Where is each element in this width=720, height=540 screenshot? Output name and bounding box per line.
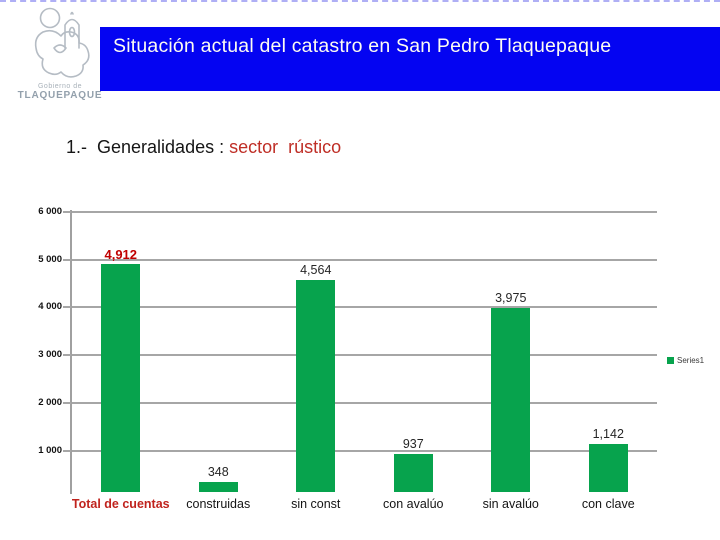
- tlaquepaque-emblem-icon: [34, 7, 90, 78]
- gridline: [72, 449, 657, 452]
- header-banner: Situación actual del catastro en San Ped…: [100, 27, 720, 91]
- category-label: sin const: [291, 497, 341, 511]
- y-axis-tick: [63, 401, 71, 404]
- category-label: con avalúo: [383, 497, 444, 511]
- bar: [491, 308, 531, 492]
- y-axis-tick: [63, 306, 71, 309]
- bar-value-label: 3,975: [495, 291, 527, 306]
- y-axis-tick: [63, 449, 71, 452]
- heading-prefix: 1.- Generalidades :: [66, 137, 230, 157]
- y-axis-label: 6 000: [38, 205, 62, 217]
- bar: [101, 263, 141, 492]
- tlaquepaque-logo: Gobierno de TLAQUEPAQUE: [8, 6, 112, 110]
- bar: [588, 443, 628, 492]
- y-axis-tick: [63, 354, 71, 357]
- y-axis-tick: [63, 258, 71, 261]
- gridline: [72, 306, 657, 309]
- bar: [393, 453, 433, 492]
- y-axis-label: 1 000: [38, 444, 62, 456]
- heading-accent: sector rústico: [229, 137, 342, 157]
- y-axis-label: 5 000: [38, 253, 62, 265]
- logo-caption-name: TLAQUEPAQUE: [17, 90, 103, 101]
- logo-caption-small: Gobierno de: [37, 83, 83, 90]
- y-axis-label: 3 000: [38, 349, 62, 361]
- gridline: [72, 354, 657, 357]
- bar: [198, 481, 238, 492]
- bar-value-label: 1,142: [592, 426, 624, 441]
- bar-value-label: 937: [402, 436, 424, 451]
- plot-area: 4,912 348 4,564 937 3,975 1,142: [72, 210, 657, 492]
- bar: [296, 280, 336, 492]
- bar-value-label: 4,564: [300, 263, 332, 278]
- y-axis-line: [70, 210, 72, 494]
- y-axis-label: 2 000: [38, 396, 62, 408]
- bar-value-label: 4,912: [104, 246, 138, 262]
- category-label: sin avalúo: [482, 497, 539, 511]
- chart-legend: Series1: [667, 356, 704, 365]
- legend-marker-swatch: [667, 357, 674, 364]
- legend-label: Series1: [677, 356, 705, 365]
- gridline: [72, 210, 657, 213]
- y-axis-label: 4 000: [38, 301, 62, 313]
- slide-heading: 1.- Generalidades : sector rústico: [66, 137, 341, 158]
- category-label: construidas: [186, 497, 251, 511]
- banner-title: Situación actual del catastro en San Ped…: [113, 35, 612, 57]
- gridline: [72, 258, 657, 261]
- y-axis-tick: [63, 210, 71, 213]
- category-label: Total de cuentas: [71, 497, 170, 511]
- bar-value-label: 348: [207, 464, 229, 479]
- category-label: con clave: [581, 497, 635, 511]
- slide-top-dashed-border: [0, 0, 720, 2]
- gridline: [72, 401, 657, 404]
